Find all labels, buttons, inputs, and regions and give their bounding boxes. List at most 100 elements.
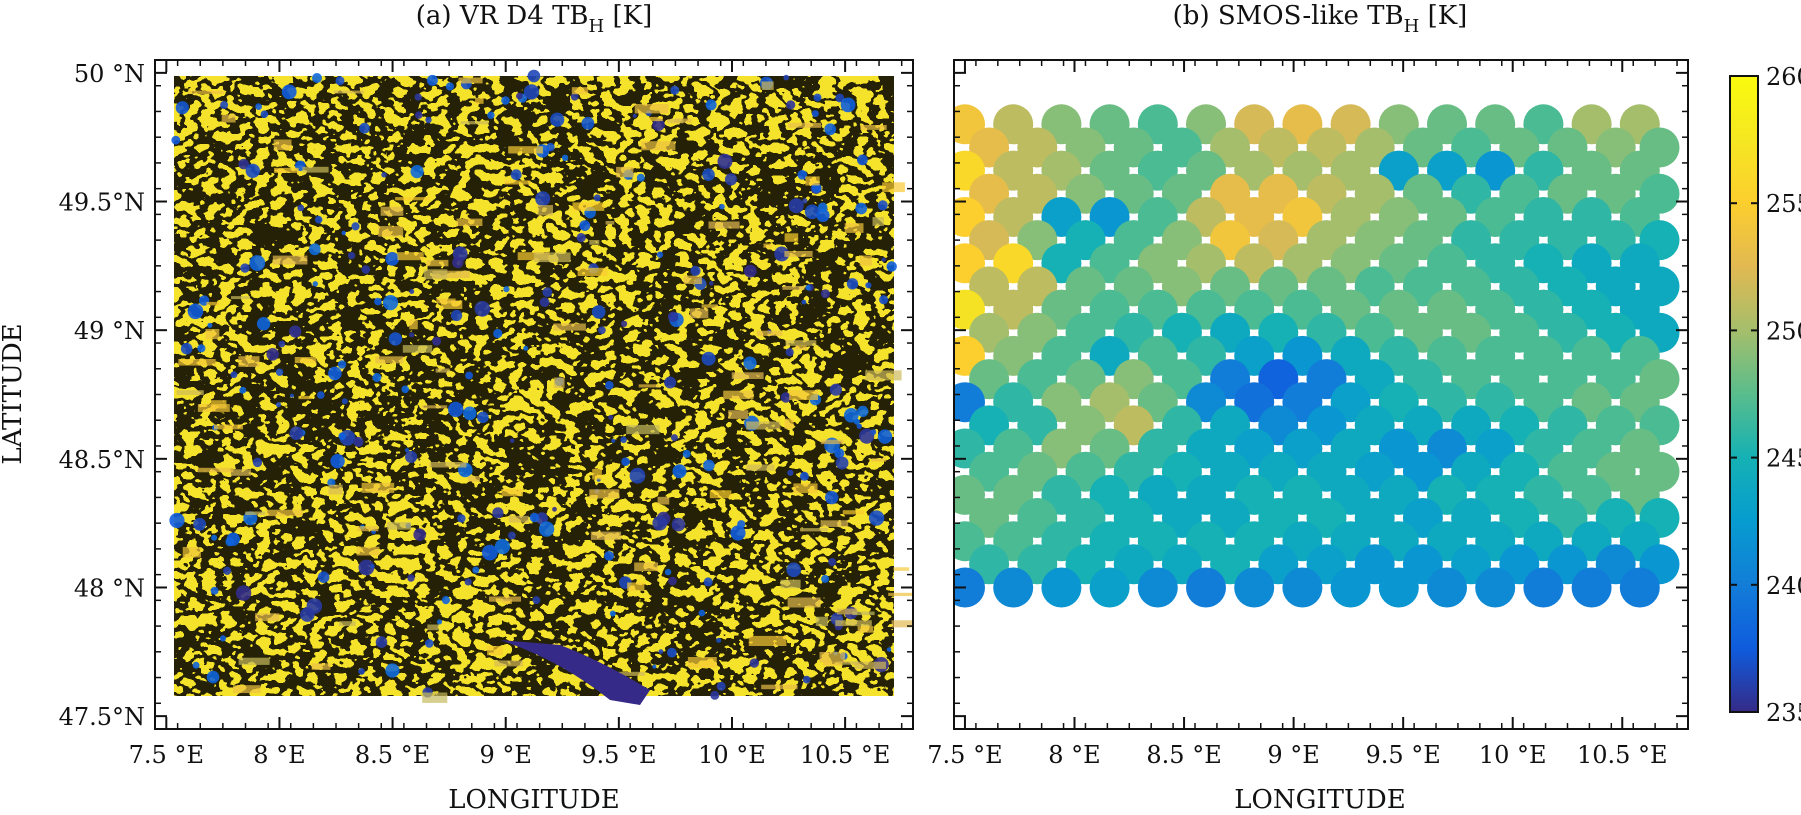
- heatmap-patch: [702, 168, 715, 181]
- heatmap-patch: [538, 521, 555, 537]
- heatmap-patch: [782, 286, 805, 290]
- heatmap-patch: [743, 356, 757, 370]
- heatmap-patch: [542, 287, 553, 298]
- heatmap-patch: [605, 221, 615, 225]
- heatmap-patch: [358, 668, 365, 675]
- heatmap-patch: [516, 92, 523, 100]
- heatmap-patch: [793, 483, 818, 494]
- heatmap-patch: [273, 139, 292, 151]
- heatmap-patch: [608, 414, 614, 420]
- heatmap-patch: [492, 507, 504, 519]
- heatmap-patch: [370, 564, 375, 569]
- heatmap-patch: [517, 252, 550, 261]
- heatmap-patch: [335, 76, 345, 86]
- heatmap-patch: [175, 101, 189, 115]
- heatmap-patch: [840, 97, 856, 113]
- heatmap-patch: [260, 110, 269, 118]
- heatmap-patch: [178, 359, 216, 366]
- footprint-point: [954, 567, 985, 608]
- heatmap-patch: [671, 517, 686, 532]
- heatmap-patch: [886, 261, 897, 272]
- heatmap-patch: [789, 390, 818, 400]
- heatmap-patch: [510, 169, 522, 181]
- heatmap-patch: [780, 579, 801, 589]
- heatmap-patch: [238, 657, 270, 665]
- heatmap-patch: [571, 87, 589, 95]
- heatmap-patch: [670, 85, 680, 95]
- heatmap-patch: [795, 345, 807, 350]
- footprint-point: [1378, 567, 1419, 608]
- heatmap-patch: [404, 448, 410, 453]
- heatmap-patch: [611, 438, 616, 443]
- heatmap-patch: [487, 646, 503, 656]
- heatmap-patch: [266, 509, 303, 517]
- x-tick-label: 7.5 °E: [129, 741, 204, 769]
- heatmap-patch: [494, 660, 523, 667]
- heatmap-patch: [604, 551, 614, 561]
- heatmap-patch: [441, 596, 450, 605]
- heatmap-patch: [687, 657, 717, 668]
- heatmap-patch: [523, 84, 540, 100]
- heatmap-patch: [828, 558, 837, 566]
- heatmap-patch: [723, 390, 754, 400]
- y-tick-label: 50 °N: [74, 60, 145, 88]
- heatmap-patch: [888, 592, 913, 596]
- heatmap-patch: [870, 429, 877, 435]
- footprint-point: [1186, 567, 1226, 608]
- heatmap-patch: [312, 281, 318, 287]
- heatmap-patch: [341, 398, 348, 405]
- heatmap-patch: [180, 342, 193, 355]
- heatmap-patch: [829, 383, 843, 396]
- heatmap-patch: [351, 222, 360, 231]
- heatmap-patch: [787, 469, 794, 476]
- heatmap-patch: [413, 528, 427, 541]
- heatmap-patch: [852, 611, 875, 616]
- heatmap-patch: [187, 303, 204, 320]
- heatmap-patch: [456, 218, 483, 226]
- heatmap-patch: [703, 459, 715, 472]
- heatmap-patch: [452, 256, 464, 269]
- x-tick-label: 10 °E: [1479, 741, 1547, 769]
- footprint-point: [1523, 567, 1564, 608]
- heatmap-patch: [857, 626, 874, 633]
- heatmap-patch: [717, 153, 733, 169]
- heatmap-patch: [579, 220, 591, 232]
- heatmap-patch: [317, 391, 325, 399]
- heatmap-patch: [338, 432, 347, 441]
- heatmap-patch: [436, 298, 456, 304]
- heatmap-patch: [341, 230, 346, 236]
- heatmap-patch: [784, 251, 813, 257]
- heatmap-patch: [553, 377, 565, 388]
- heatmap-patch: [245, 511, 266, 515]
- heatmap-patch: [882, 182, 905, 193]
- heatmap-patch: [401, 385, 410, 394]
- heatmap-patch: [306, 598, 323, 614]
- heatmap-patch: [879, 295, 889, 305]
- x-axis-label-a: LONGITUDE: [448, 785, 619, 815]
- heatmap-patch: [589, 489, 620, 499]
- heatmap-patch: [708, 221, 740, 229]
- heatmap-patch: [683, 275, 702, 284]
- y-tick-label: 48.5°N: [59, 446, 145, 474]
- heatmap-patch: [252, 457, 263, 468]
- heatmap-patch: [205, 329, 220, 340]
- heatmap-patch: [877, 200, 888, 211]
- heatmap-patch: [820, 289, 830, 299]
- heatmap-patch: [856, 423, 862, 429]
- heatmap-patch: [881, 257, 886, 262]
- heatmap-patch: [415, 111, 423, 119]
- heatmap-patch: [397, 252, 424, 261]
- heatmap-patch: [432, 336, 442, 346]
- heatmap-patch: [249, 255, 266, 271]
- heatmap-patch: [811, 110, 819, 118]
- heatmap-patch: [871, 458, 886, 462]
- heatmap-patch: [716, 637, 722, 643]
- heatmap-patch: [886, 647, 892, 652]
- heatmap-patch: [501, 489, 523, 497]
- heatmap-patch: [188, 90, 224, 94]
- heatmap-patch: [504, 180, 531, 185]
- heatmap-patch: [238, 158, 249, 170]
- heatmap-patch: [414, 93, 422, 101]
- heatmap-patch: [570, 92, 579, 101]
